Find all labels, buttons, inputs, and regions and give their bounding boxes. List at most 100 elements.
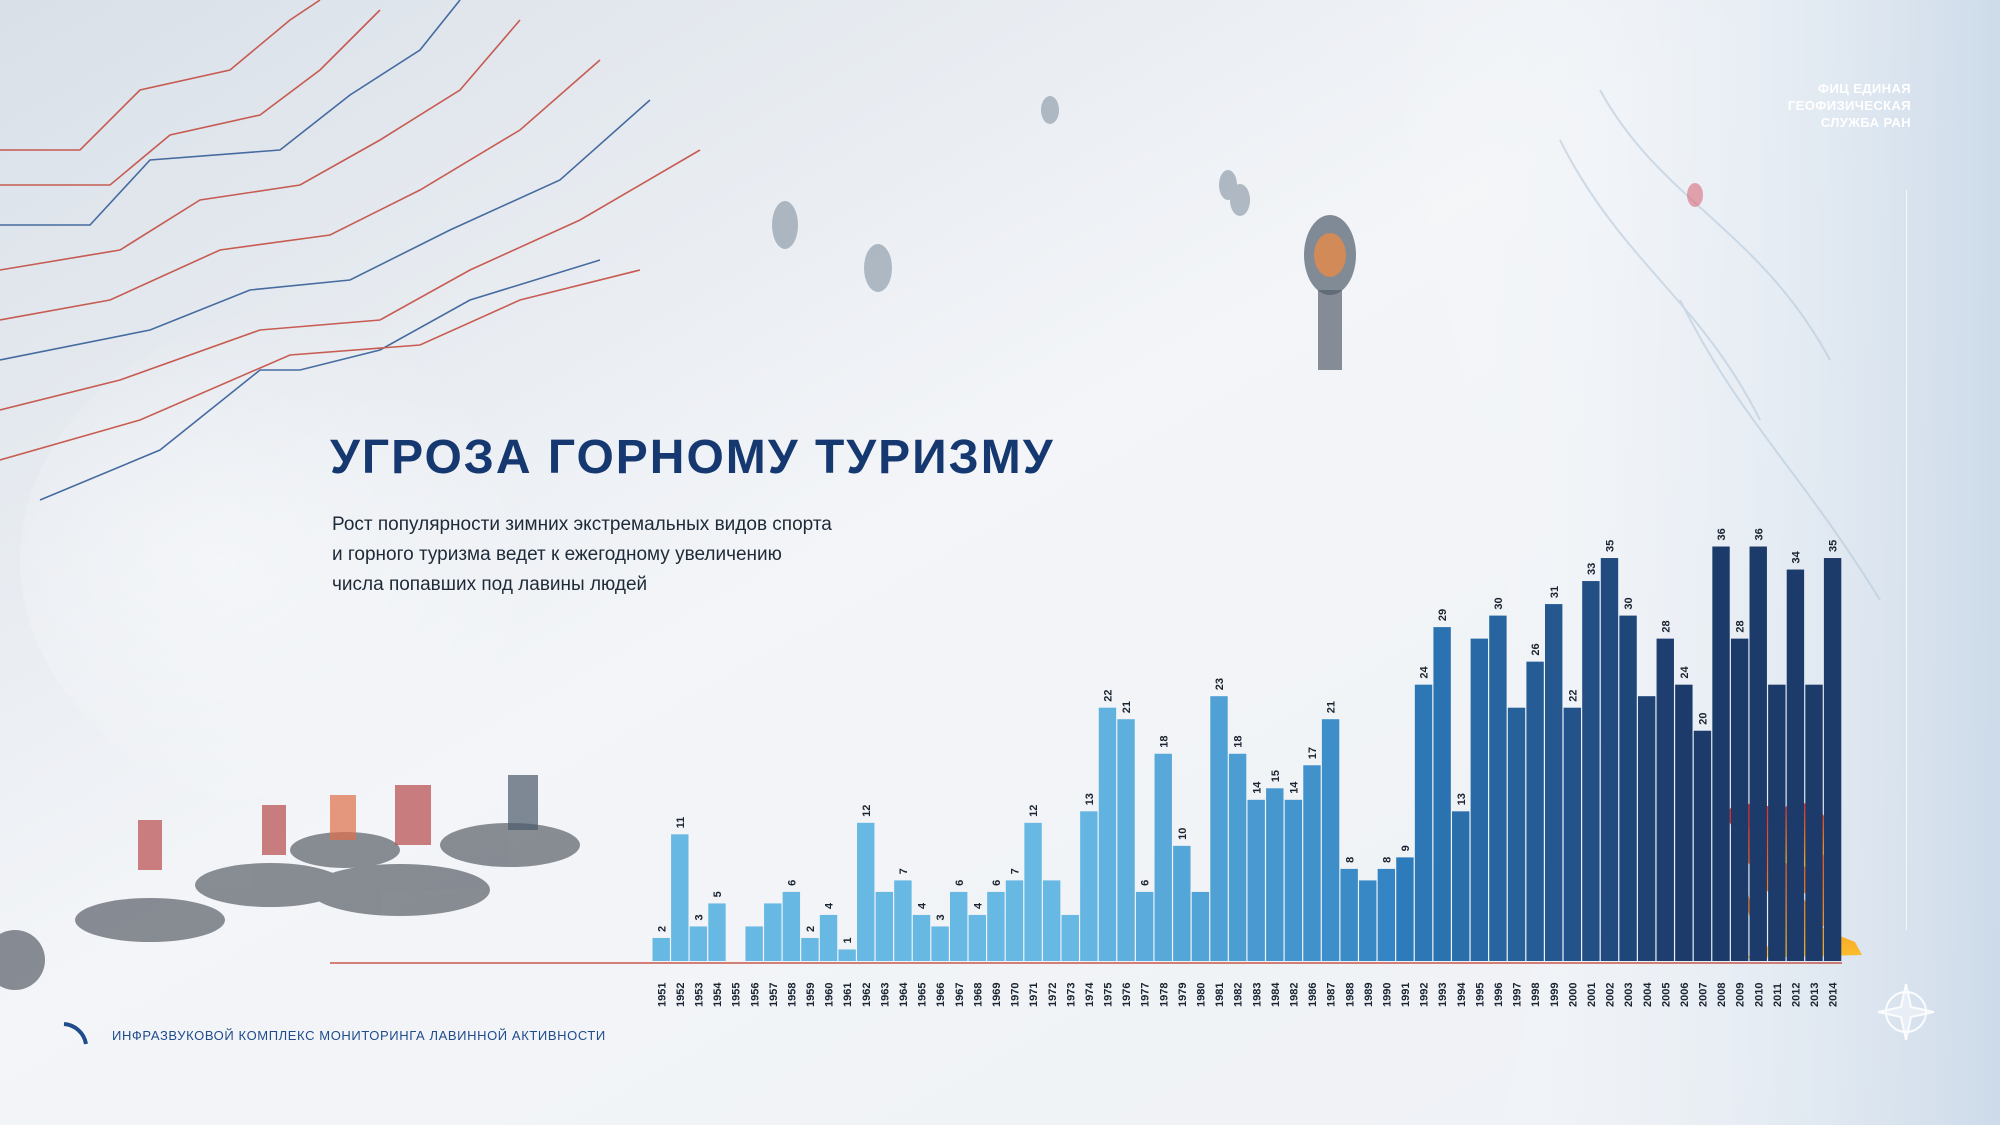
bar-1966 — [931, 926, 949, 961]
data-label: 9 — [1400, 845, 1412, 851]
bar-1988 — [1340, 868, 1358, 961]
x-tick-label: 1987 — [1326, 983, 1338, 1007]
x-tick-label: 1995 — [1474, 983, 1486, 1007]
x-tick-label: 1975 — [1103, 983, 1115, 1007]
x-tick-label: 1971 — [1028, 983, 1040, 1007]
bar-1968 — [968, 914, 986, 961]
data-label: 6 — [1140, 880, 1152, 886]
bar-1970 — [1005, 880, 1024, 961]
x-tick-label: 1999 — [1549, 983, 1561, 1007]
x-tick-label: 2011 — [1772, 983, 1784, 1007]
x-tick-label: 1955 — [731, 983, 743, 1007]
x-tick-label: 2005 — [1660, 983, 1672, 1007]
bar-1969 — [987, 891, 1005, 961]
bar-1995 — [1470, 638, 1489, 961]
x-tick-label: 1967 — [954, 983, 966, 1007]
x-tick-label: 1994 — [1456, 982, 1468, 1007]
bar-1972 — [1042, 880, 1061, 961]
data-label: 17 — [1307, 747, 1319, 759]
x-tick-label: 1978 — [1158, 983, 1170, 1007]
x-tick-label: 1965 — [917, 983, 929, 1007]
x-tick-label: 2006 — [1679, 983, 1691, 1007]
bar-1965 — [912, 914, 931, 961]
corner-arc-icon — [63, 1022, 88, 1045]
bar-1994 — [1452, 811, 1470, 961]
x-tick-label: 2012 — [1791, 983, 1803, 1007]
bar-1953 — [689, 926, 708, 961]
bar-1992 — [1414, 684, 1433, 961]
x-tick-label: 1984 — [1270, 982, 1282, 1007]
data-label: 6 — [954, 880, 966, 886]
x-tick-label: 2014 — [1828, 982, 1840, 1007]
bar-1971 — [1024, 822, 1042, 961]
bar-2004 — [1637, 696, 1656, 961]
bar-1982 — [1284, 799, 1303, 961]
data-label: 22 — [1103, 689, 1115, 701]
x-tick-label: 1976 — [1121, 983, 1133, 1007]
data-label: 4 — [917, 902, 929, 909]
x-tick-label: 2008 — [1716, 983, 1728, 1007]
data-label: 20 — [1698, 712, 1710, 724]
x-tick-label: 1982 — [1288, 983, 1300, 1007]
x-tick-label: 1972 — [1047, 983, 1059, 1007]
data-label: 6 — [786, 880, 798, 886]
data-label: 21 — [1326, 701, 1338, 713]
x-tick-label: 1983 — [1251, 983, 1263, 1007]
bar-1977 — [1135, 891, 1154, 961]
x-tick-label: 1951 — [656, 983, 668, 1007]
bar-2001 — [1582, 581, 1600, 961]
bar-1958 — [782, 891, 801, 961]
x-tick-label: 1992 — [1419, 983, 1431, 1007]
bar-1954 — [708, 903, 726, 961]
data-label: 4 — [824, 902, 836, 909]
x-tick-label: 1990 — [1381, 983, 1393, 1007]
bar-2003 — [1619, 615, 1637, 961]
x-tick-label: 2004 — [1642, 982, 1654, 1007]
data-label: 8 — [1344, 857, 1356, 863]
data-label: 6 — [991, 880, 1003, 886]
bar-2000 — [1563, 707, 1581, 961]
data-label: 5 — [712, 891, 724, 897]
data-label: 24 — [1679, 666, 1691, 679]
data-label: 12 — [1028, 805, 1040, 817]
bar-1980 — [1191, 891, 1210, 961]
x-tick-label: 1959 — [805, 983, 817, 1007]
bar-2013 — [1805, 684, 1823, 961]
bar-1978 — [1154, 753, 1172, 961]
x-tick-label: 1970 — [1010, 983, 1022, 1007]
x-tick-label: 1981 — [1214, 983, 1226, 1007]
data-label: 3 — [693, 914, 705, 920]
page-subtitle: Рост популярности зимних экстремальных в… — [332, 514, 832, 595]
bar-2007 — [1693, 730, 1712, 961]
bar-1975 — [1098, 707, 1117, 961]
x-tick-label: 1956 — [749, 983, 761, 1007]
footer-caption: ИНФРАЗВУКОВОЙ КОМПЛЕКС МОНИТОРИНГА ЛАВИН… — [112, 1028, 606, 1043]
data-label: 26 — [1530, 643, 1542, 655]
x-tick-label: 1997 — [1512, 983, 1524, 1007]
x-tick-label: 2010 — [1753, 983, 1765, 1007]
data-label: 35 — [1605, 540, 1617, 552]
bar-1989 — [1359, 880, 1377, 961]
data-label: 2 — [805, 926, 817, 932]
x-tick-label: 1982 — [1233, 983, 1245, 1007]
x-tick-label: 1960 — [824, 983, 836, 1007]
bar-1983 — [1247, 799, 1265, 961]
bar-1973 — [1061, 914, 1079, 961]
bar-1959 — [801, 937, 819, 961]
data-label: 36 — [1753, 528, 1765, 540]
x-tick-label: 1964 — [898, 982, 910, 1007]
bar-1990 — [1377, 868, 1396, 961]
x-tick-label: 1993 — [1437, 983, 1449, 1007]
bar-1986 — [1303, 765, 1321, 961]
bar-2009 — [1730, 638, 1749, 961]
bar-2012 — [1786, 569, 1805, 961]
x-tick-label: 2003 — [1623, 983, 1635, 1007]
x-tick-label: 1977 — [1140, 983, 1152, 1007]
x-tick-label: 1986 — [1307, 983, 1319, 1007]
x-tick-label: 2009 — [1735, 983, 1747, 1007]
x-tick-label: 2000 — [1567, 983, 1579, 1007]
data-label: 3 — [935, 914, 947, 920]
bar-2010 — [1749, 546, 1767, 961]
data-label: 18 — [1233, 736, 1245, 748]
data-label: 36 — [1716, 528, 1728, 540]
